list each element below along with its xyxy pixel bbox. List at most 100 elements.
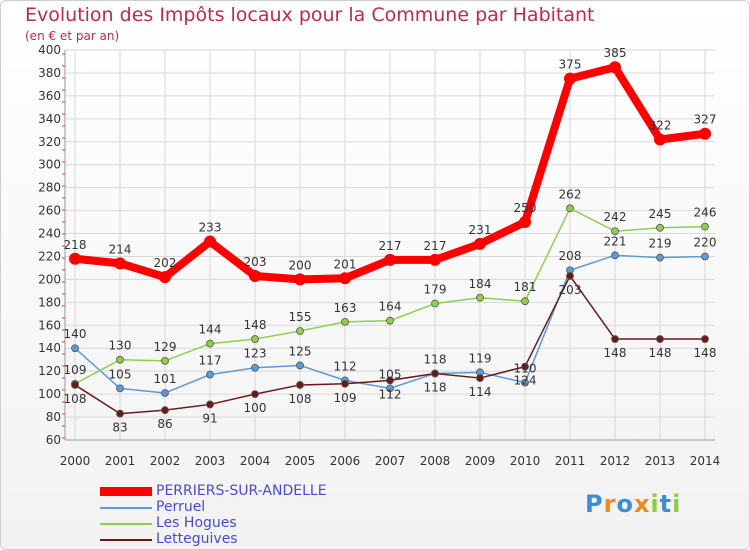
data-point-perruel <box>206 370 214 379</box>
legend-swatch <box>100 523 152 525</box>
chart-title: Evolution des Impôts locaux pour la Comm… <box>25 4 595 26</box>
data-point-perruel <box>656 253 664 262</box>
legend-swatch <box>100 539 152 541</box>
data-label-les-hogues: 245 <box>649 207 672 221</box>
data-label-perriers-sur-andelle: 203 <box>244 255 267 269</box>
data-label-perriers-sur-andelle: 217 <box>424 239 447 253</box>
x-tick-label: 2013 <box>645 454 676 468</box>
data-point-letteguives <box>161 406 169 415</box>
y-tick-label: 400 <box>38 43 61 57</box>
data-label-perriers-sur-andelle: 202 <box>154 256 177 270</box>
y-tick-label: 340 <box>38 112 61 126</box>
data-label-perriers-sur-andelle: 250 <box>514 201 537 215</box>
data-label-perruel: 221 <box>604 234 627 248</box>
y-tick-label: 240 <box>38 227 61 241</box>
data-point-perruel <box>116 384 124 393</box>
data-label-les-hogues: 246 <box>694 206 717 220</box>
data-point-perriers-sur-andelle <box>609 61 621 74</box>
data-label-perriers-sur-andelle: 233 <box>199 221 222 235</box>
y-tick-label: 380 <box>38 66 61 80</box>
data-label-les-hogues: 164 <box>379 300 402 314</box>
data-label-letteguives: 203 <box>559 283 582 297</box>
data-point-les-hogues <box>251 335 259 343</box>
data-label-letteguives: 148 <box>649 346 672 360</box>
data-point-perruel <box>386 384 394 393</box>
data-label-perriers-sur-andelle: 322 <box>649 118 672 132</box>
data-point-letteguives <box>296 381 304 389</box>
data-point-les-hogues <box>611 227 619 236</box>
y-tick-label: 280 <box>38 181 61 195</box>
data-label-perriers-sur-andelle: 327 <box>694 113 717 127</box>
y-tick-label: 160 <box>38 318 61 332</box>
y-tick-label: 260 <box>38 204 61 218</box>
data-point-letteguives <box>521 362 529 371</box>
chart-subtitle: (en € et par an) <box>25 29 120 43</box>
data-point-les-hogues <box>656 223 664 232</box>
data-point-perruel <box>611 251 619 260</box>
logo-letter: r <box>603 490 617 518</box>
data-point-perruel <box>161 389 169 397</box>
data-point-letteguives <box>611 335 619 343</box>
data-point-letteguives <box>341 379 349 388</box>
logo-letter: P <box>585 490 604 518</box>
data-point-letteguives <box>71 381 79 389</box>
x-tick-label: 2006 <box>330 454 361 468</box>
data-label-letteguives: 112 <box>379 387 402 401</box>
data-label-letteguives: 83 <box>112 421 127 435</box>
y-tick-label: 60 <box>46 433 61 447</box>
data-label-les-hogues: 179 <box>424 283 447 297</box>
data-point-les-hogues <box>161 356 169 365</box>
legend-label: Letteguives <box>156 531 238 547</box>
data-label-perriers-sur-andelle: 375 <box>559 58 582 72</box>
data-point-perriers-sur-andelle <box>249 269 261 282</box>
data-label-perriers-sur-andelle: 214 <box>109 242 132 256</box>
data-point-perriers-sur-andelle <box>429 253 441 266</box>
data-point-perruel <box>521 378 529 387</box>
data-label-perruel: 105 <box>379 367 402 381</box>
legend-label: Les Hogues <box>156 515 237 531</box>
data-point-perruel <box>701 252 709 261</box>
data-label-letteguives: 124 <box>514 374 537 388</box>
data-label-perruel: 140 <box>64 327 87 341</box>
y-tick-label: 220 <box>38 249 61 263</box>
x-tick-label: 2012 <box>600 454 631 468</box>
data-label-perruel: 112 <box>334 359 357 373</box>
data-label-perriers-sur-andelle: 200 <box>289 258 312 272</box>
data-label-letteguives: 108 <box>289 392 312 406</box>
data-label-letteguives: 91 <box>202 411 217 425</box>
data-point-les-hogues <box>566 204 574 213</box>
data-point-perriers-sur-andelle <box>564 72 576 85</box>
data-label-perriers-sur-andelle: 201 <box>334 257 357 271</box>
data-point-les-hogues <box>296 327 304 335</box>
data-point-letteguives <box>386 376 394 385</box>
data-label-les-hogues: 242 <box>604 210 627 224</box>
y-tick-label: 200 <box>38 272 61 286</box>
data-label-letteguives: 114 <box>469 385 492 399</box>
x-tick-label: 2014 <box>690 454 721 468</box>
data-label-letteguives: 109 <box>334 391 357 405</box>
data-label-letteguives: 108 <box>64 392 87 406</box>
x-tick-label: 2004 <box>240 454 271 468</box>
data-label-perruel: 125 <box>289 344 312 358</box>
data-point-letteguives <box>566 272 574 280</box>
logo-letter: t <box>659 490 673 518</box>
data-point-perruel <box>71 344 79 353</box>
data-point-perruel <box>296 361 304 370</box>
data-point-perriers-sur-andelle <box>69 252 81 265</box>
data-point-les-hogues <box>431 299 439 308</box>
y-tick-label: 80 <box>46 410 61 424</box>
data-label-les-hogues: 130 <box>109 339 132 353</box>
data-label-perruel: 118 <box>424 352 447 366</box>
data-point-perriers-sur-andelle <box>294 273 306 286</box>
data-label-les-hogues: 129 <box>154 340 177 354</box>
data-point-letteguives <box>476 374 484 382</box>
x-tick-label: 2000 <box>60 454 91 468</box>
legend-label: PERRIERS-SUR-ANDELLE <box>156 483 327 499</box>
data-label-perruel: 101 <box>154 372 177 386</box>
logo-letter: i <box>672 490 682 518</box>
data-label-letteguives: 100 <box>244 401 267 415</box>
data-point-perriers-sur-andelle <box>474 237 486 250</box>
data-point-les-hogues <box>476 293 484 302</box>
data-label-les-hogues: 163 <box>334 301 357 315</box>
